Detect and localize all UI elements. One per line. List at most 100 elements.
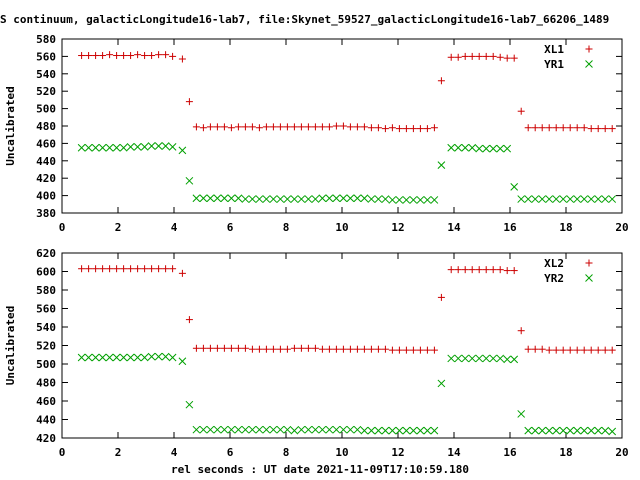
- data-point: [133, 353, 142, 362]
- data-point: [220, 194, 229, 203]
- data-point: [489, 52, 497, 60]
- data-point: [524, 124, 532, 132]
- data-point: [531, 195, 540, 203]
- data-point: [227, 425, 236, 434]
- data-point: [608, 427, 617, 436]
- data-point: [133, 143, 142, 151]
- data-point: [353, 123, 361, 131]
- y-tick-label: 420: [36, 172, 56, 185]
- data-point: [430, 426, 439, 435]
- y-tick-label: 400: [36, 190, 56, 203]
- data-point: [332, 345, 340, 353]
- data-point: [98, 353, 107, 362]
- y-tick-label: 560: [36, 50, 56, 63]
- top-panel: 0 2 4 6 8 10 12 14 16 18 20 380 400 420 440 460 480 500 52…: [4, 33, 629, 234]
- data-point: [468, 52, 476, 60]
- data-point: [140, 353, 149, 362]
- data-point: [311, 425, 320, 434]
- data-point: [325, 425, 334, 434]
- data-point: [147, 352, 156, 361]
- data-point: [162, 265, 170, 273]
- data-point: [517, 195, 526, 203]
- y-tick-label: 480: [36, 120, 56, 133]
- data-point: [454, 53, 462, 61]
- legend-marker: [585, 259, 593, 267]
- data-point: [220, 344, 228, 352]
- data-point: [566, 124, 574, 132]
- data-point: [318, 194, 327, 203]
- data-point: [346, 425, 355, 434]
- data-point: [290, 344, 298, 352]
- data-point: [248, 425, 257, 434]
- data-point: [353, 425, 362, 434]
- data-point: [269, 123, 277, 131]
- data-point: [503, 355, 512, 364]
- data-point: [105, 353, 114, 362]
- data-point: [545, 426, 554, 435]
- x-tick-label: 14: [447, 221, 461, 234]
- y-tick-label: 460: [36, 137, 56, 150]
- data-point: [545, 124, 553, 132]
- data-point: [98, 143, 107, 152]
- data-point: [566, 346, 574, 354]
- data-point: [594, 346, 602, 354]
- data-point: [199, 124, 207, 132]
- data-point: [255, 425, 264, 434]
- data-point: [140, 143, 149, 151]
- y-tick-label: 500: [36, 103, 56, 116]
- data-point: [119, 143, 128, 152]
- x-tick-label: 8: [283, 221, 290, 234]
- data-point: [148, 52, 156, 60]
- data-point: [367, 124, 375, 132]
- data-point: [113, 265, 121, 273]
- data-point: [126, 143, 135, 151]
- data-point: [510, 267, 518, 275]
- data-point: [423, 125, 431, 133]
- data-point: [154, 352, 163, 361]
- data-point: [531, 124, 539, 132]
- data-point: [178, 146, 187, 155]
- data-point: [409, 426, 418, 435]
- data-point: [283, 123, 291, 131]
- x-tick-label: 4: [171, 221, 178, 234]
- data-point: [388, 346, 396, 354]
- bottom-panel: 0 2 4 6 8 10 12 14 16 18 20 420 440 460 480 500 520 540 56…: [4, 247, 629, 459]
- data-point: [332, 122, 340, 130]
- data-point: [461, 266, 469, 274]
- data-point: [524, 195, 533, 203]
- data-point: [192, 123, 200, 131]
- data-point: [503, 54, 511, 62]
- data-point: [276, 345, 284, 353]
- x-tick-label: 10: [335, 446, 348, 459]
- data-point: [381, 426, 390, 435]
- y-tick-label: 600: [36, 266, 56, 279]
- data-point: [601, 195, 610, 203]
- data-point: [339, 194, 348, 203]
- data-point: [545, 346, 553, 354]
- data-point: [234, 344, 242, 352]
- data-point: [127, 265, 135, 273]
- data-point: [573, 124, 581, 132]
- data-point: [248, 195, 257, 203]
- data-point: [430, 346, 438, 354]
- data-point: [447, 143, 456, 152]
- data-point: [566, 195, 575, 203]
- data-point: [559, 124, 567, 132]
- data-point: [161, 352, 170, 361]
- data-point: [496, 354, 505, 363]
- data-point: [552, 426, 561, 435]
- data-point: [318, 425, 327, 434]
- legend-marker: [585, 60, 593, 68]
- data-point: [92, 265, 100, 273]
- y-axis-label: Uncalibrated: [4, 86, 17, 165]
- data-point: [141, 265, 149, 273]
- series-xl2: [78, 265, 616, 354]
- data-point: [395, 426, 404, 435]
- data-point: [587, 426, 596, 435]
- data-point: [409, 196, 418, 204]
- data-point: [552, 124, 560, 132]
- data-point: [325, 123, 333, 131]
- data-point: [106, 51, 114, 59]
- data-point: [503, 144, 512, 153]
- data-point: [99, 265, 107, 273]
